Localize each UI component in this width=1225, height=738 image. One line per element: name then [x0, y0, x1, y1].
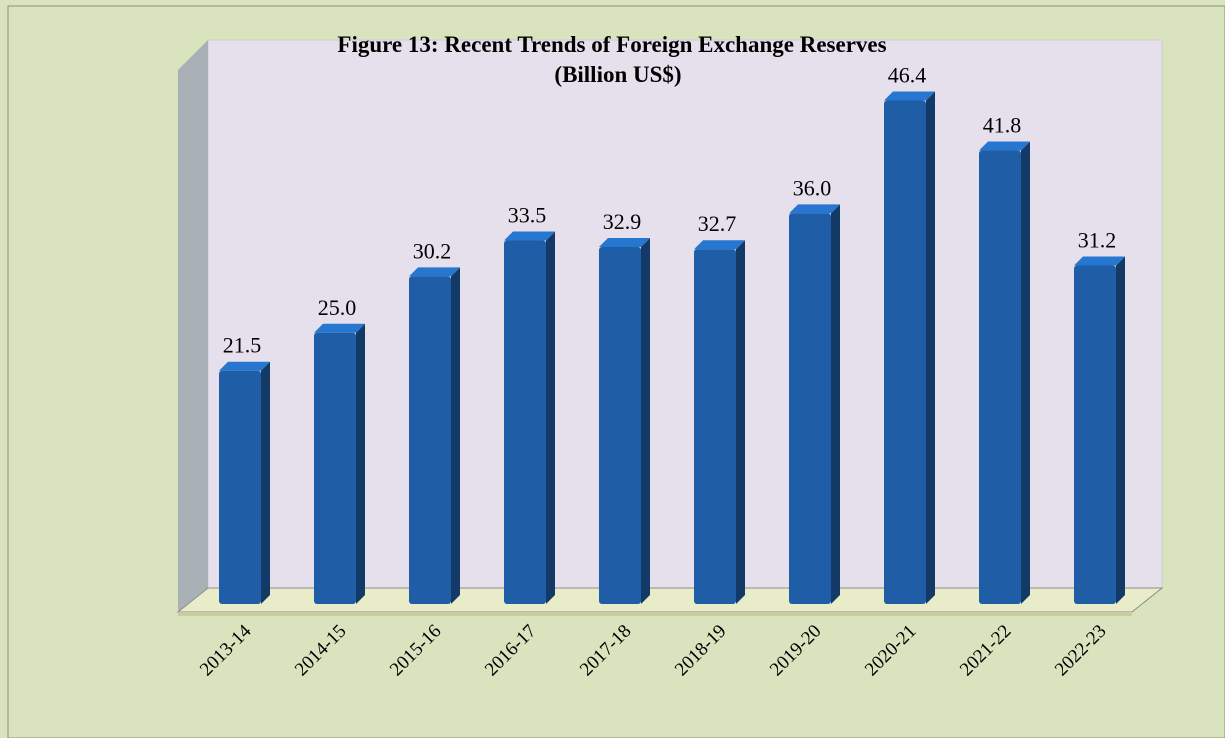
value-label: 21.5	[223, 333, 262, 358]
bar	[979, 150, 1021, 604]
bar-side	[926, 91, 935, 604]
value-label: 25.0	[318, 295, 357, 320]
bar	[314, 332, 356, 604]
bar-top	[1074, 256, 1125, 266]
chart-subtitle: (Billion US$)	[554, 62, 681, 87]
chart-title: Figure 13: Recent Trends of Foreign Exch…	[337, 32, 886, 57]
bar	[219, 370, 261, 604]
bar-top	[504, 231, 555, 241]
bar	[504, 240, 546, 604]
bar	[409, 276, 451, 604]
bar	[789, 213, 831, 604]
value-label: 33.5	[508, 203, 547, 228]
value-label: 32.7	[698, 211, 737, 236]
bar-top	[789, 204, 840, 214]
bar-top	[314, 323, 365, 333]
bar-side	[261, 361, 270, 604]
floor-edge	[178, 612, 1132, 616]
bar	[884, 100, 926, 604]
bar-side	[451, 267, 460, 604]
value-label: 30.2	[413, 238, 452, 263]
bar-top	[219, 361, 270, 371]
value-label: 36.0	[793, 175, 832, 200]
bar-top	[694, 240, 745, 250]
value-label: 46.4	[888, 63, 927, 88]
bar-side	[831, 204, 840, 604]
bar-side	[736, 240, 745, 604]
bar-side	[356, 323, 365, 604]
bar-top	[979, 141, 1030, 151]
bar	[694, 249, 736, 604]
value-label: 32.9	[603, 209, 642, 234]
bar-side	[1116, 256, 1125, 604]
value-label: 41.8	[983, 112, 1022, 137]
bar-side	[641, 238, 650, 604]
bar-side	[1021, 141, 1030, 604]
bar	[599, 247, 641, 604]
side-wall	[178, 40, 208, 612]
bar-top	[884, 91, 935, 101]
bar-top	[409, 267, 460, 277]
bar-top	[599, 238, 650, 248]
value-label: 31.2	[1078, 227, 1117, 252]
bar-side	[546, 231, 555, 604]
bar	[1074, 265, 1116, 604]
